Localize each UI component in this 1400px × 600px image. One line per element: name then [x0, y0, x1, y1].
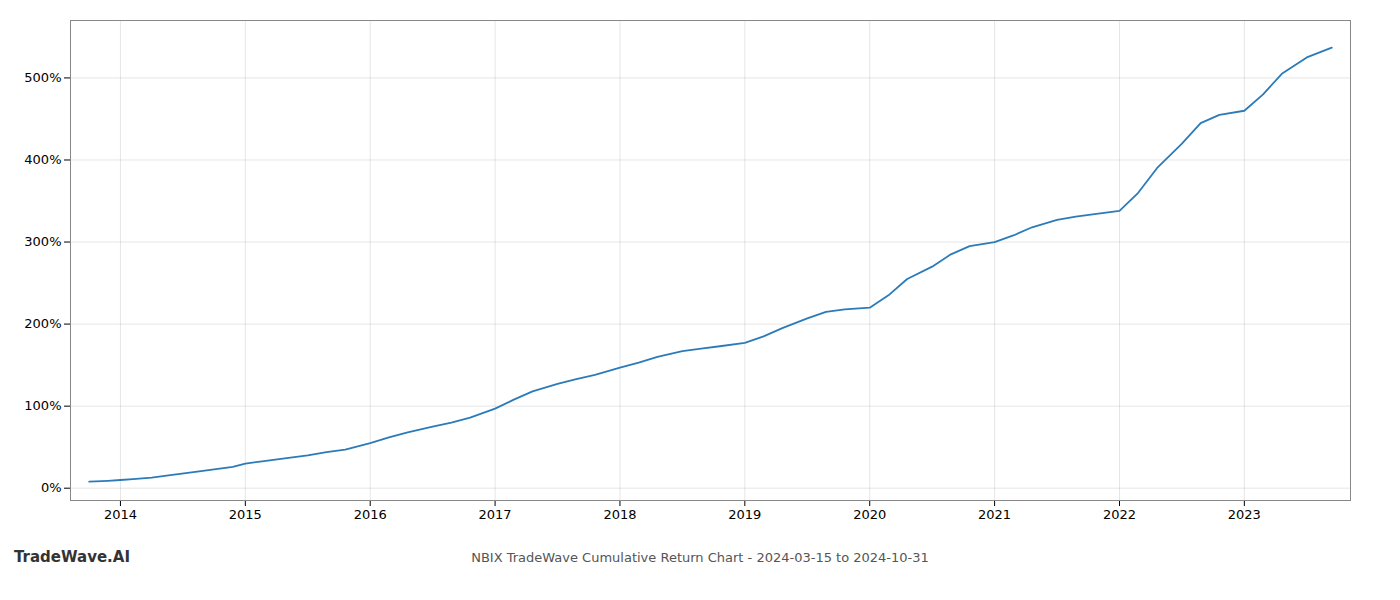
svg-text:2020: 2020 [853, 507, 886, 522]
svg-text:2022: 2022 [1103, 507, 1136, 522]
svg-text:2019: 2019 [728, 507, 761, 522]
svg-text:400%: 400% [24, 152, 61, 167]
html-text:NBIX TradeWave Cumulative Retu: NBIX TradeWave Cumulative Return Chart -… [471, 550, 929, 565]
svg-text:200%: 200% [24, 316, 61, 331]
svg-text:2018: 2018 [603, 507, 636, 522]
svg-text:500%: 500% [24, 70, 61, 85]
svg-text:2017: 2017 [479, 507, 512, 522]
svg-text:2015: 2015 [229, 507, 262, 522]
svg-text:2014: 2014 [104, 507, 137, 522]
svg-text:0%: 0% [41, 480, 62, 495]
html-text:TradeWave.AI: TradeWave.AI [14, 548, 130, 566]
svg-text:2016: 2016 [354, 507, 387, 522]
svg-text:2021: 2021 [978, 507, 1011, 522]
svg-text:300%: 300% [24, 234, 61, 249]
svg-text:2023: 2023 [1228, 507, 1261, 522]
svg-text:100%: 100% [24, 398, 61, 413]
